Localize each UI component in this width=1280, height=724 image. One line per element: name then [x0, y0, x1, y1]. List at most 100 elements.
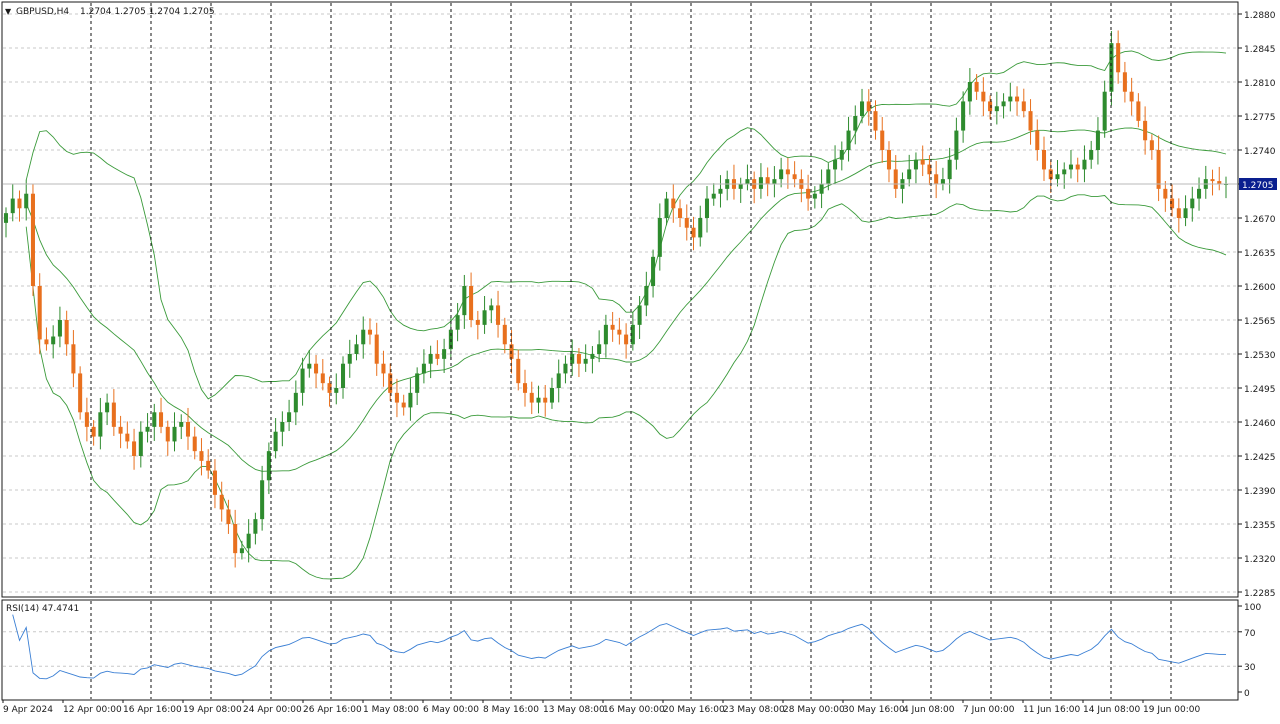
candle-body: [361, 329, 366, 345]
candle: [772, 166, 777, 198]
candle-body: [556, 373, 561, 388]
candle-body: [273, 431, 278, 452]
candle: [469, 272, 474, 328]
candle-body: [967, 82, 972, 102]
rsi-tick-label: 0: [1244, 689, 1250, 699]
rsi-line: [12, 614, 1226, 680]
candle-body: [125, 433, 130, 442]
candle: [994, 91, 999, 125]
candle-body: [1095, 130, 1100, 150]
candle-body: [1041, 150, 1047, 170]
price-tick-label: 1.2670: [1244, 215, 1276, 225]
candle: [206, 449, 211, 479]
candle: [934, 161, 939, 199]
candle: [651, 249, 656, 298]
candle: [637, 296, 642, 339]
candle-body: [219, 494, 224, 510]
bollinger-lower-line: [25, 194, 1227, 580]
candle-body: [246, 533, 251, 549]
candle-body: [1075, 164, 1080, 170]
candle-body: [37, 286, 42, 340]
candle-body: [893, 169, 898, 189]
candle: [671, 184, 676, 223]
candle-body: [651, 256, 656, 286]
candles: [3, 30, 1229, 568]
time-tick-label: 4 Jun 08:00: [903, 705, 955, 715]
candle: [1129, 77, 1134, 116]
candle: [1068, 150, 1073, 179]
candle: [354, 334, 359, 361]
candle-body: [617, 329, 622, 335]
candle: [361, 316, 366, 359]
candle: [71, 330, 76, 388]
candle: [570, 339, 575, 376]
candle-body: [590, 354, 595, 359]
candle-body: [381, 363, 386, 374]
candle-body: [664, 198, 669, 218]
candle-body: [421, 363, 426, 374]
time-tick-label: 16 May 00:00: [603, 705, 665, 715]
dropdown-arrow-icon[interactable]: ▼: [5, 7, 12, 16]
candle: [981, 77, 986, 116]
candle-body: [1021, 101, 1026, 112]
candle: [1015, 86, 1020, 116]
candle: [199, 438, 204, 476]
candle-body: [233, 524, 238, 554]
candle-body: [475, 320, 480, 325]
price-tick-label: 1.2600: [1244, 283, 1276, 293]
candle: [812, 186, 817, 209]
candle-body: [718, 188, 723, 194]
rsi-label: RSI(14) 47.4741: [6, 604, 79, 614]
candle: [1190, 186, 1195, 222]
candle: [853, 105, 858, 145]
candle-body: [1102, 91, 1107, 131]
time-tick-label: 6 May 00:00: [423, 705, 479, 715]
candle: [421, 349, 426, 384]
candle-body: [907, 169, 912, 180]
time-tick-label: 28 May 00:00: [783, 705, 845, 715]
price-grid: [3, 13, 1237, 593]
candle: [334, 373, 339, 405]
candle-body: [1156, 150, 1161, 189]
candle-body: [913, 159, 918, 170]
candle-body: [610, 324, 615, 330]
candle: [253, 512, 258, 545]
candle: [792, 161, 797, 188]
candle-body: [678, 208, 683, 218]
candle: [1170, 184, 1175, 217]
candle: [226, 499, 231, 534]
candle: [111, 389, 116, 436]
candle: [138, 421, 143, 468]
candle-body: [1055, 174, 1060, 180]
price-tick-label: 1.2530: [1244, 351, 1276, 361]
candle: [78, 366, 83, 420]
candle-body: [657, 218, 662, 257]
candle-body: [293, 392, 298, 413]
candle: [711, 183, 716, 206]
candle-body: [873, 111, 878, 131]
time-grid: [90, 3, 1172, 699]
candle: [940, 167, 945, 191]
candle-body: [522, 383, 528, 393]
candle-body: [812, 193, 817, 199]
candle-body: [509, 344, 514, 359]
candle: [327, 376, 332, 407]
candle-body: [920, 159, 925, 165]
candle: [1136, 93, 1141, 128]
time-tick-label: 16 Apr 16:00: [123, 705, 182, 715]
candle: [920, 145, 925, 177]
candle-body: [684, 218, 689, 228]
price-tick-label: 1.2880: [1244, 11, 1276, 21]
candle-body: [347, 354, 352, 364]
candle-body: [961, 101, 966, 131]
rsi-tick-label: 30: [1244, 663, 1256, 673]
price-tick-label: 1.2565: [1244, 317, 1276, 327]
candle: [57, 306, 62, 348]
candle-body: [206, 460, 211, 471]
candle: [482, 295, 487, 334]
candle: [118, 415, 123, 449]
chart-header[interactable]: ▼ GBPUSD,H4 1.2704 1.2705 1.2704 1.2705: [5, 7, 215, 17]
candle: [806, 174, 811, 211]
